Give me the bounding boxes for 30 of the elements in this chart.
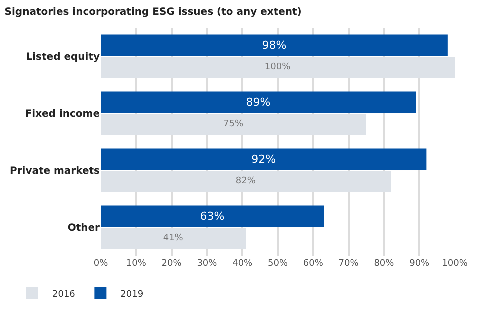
y-tick-label: Fixed income [25,109,100,120]
x-tick-label: 70% [338,259,360,269]
bar [101,34,448,56]
data-label: 100% [264,62,292,73]
data-label: 92% [252,152,276,166]
bar [101,92,416,114]
data-label: 63% [200,210,225,223]
legend-label: 2016 [52,290,76,300]
bar [101,206,324,228]
data-label: 98% [262,38,287,52]
bar [101,148,427,170]
x-tick-label: 20% [162,259,182,269]
x-tick-label: 80% [374,259,395,269]
data-label: 41% [163,234,184,244]
chart-title: Signatories incorporating ESG issues (to any extent) [4,7,302,18]
data-label: 75% [224,120,244,130]
x-tick-label: 0% [94,259,109,269]
x-tick-label: 100% [442,259,468,269]
x-tick-label: 60% [303,259,324,269]
x-tick-label: 50% [268,259,288,269]
y-tick-label: Listed equity [26,52,100,63]
data-label: 89% [246,96,271,109]
x-tick-label: 90% [410,259,430,269]
x-tick-label: 10% [126,259,147,269]
x-tick-label: 30% [197,259,218,269]
data-label: 82% [236,176,256,187]
y-tick-label: Other [68,223,100,234]
y-tick-label: Private markets [10,166,100,177]
x-tick-label: 40% [232,259,254,269]
legend-label: 2019 [120,290,144,300]
